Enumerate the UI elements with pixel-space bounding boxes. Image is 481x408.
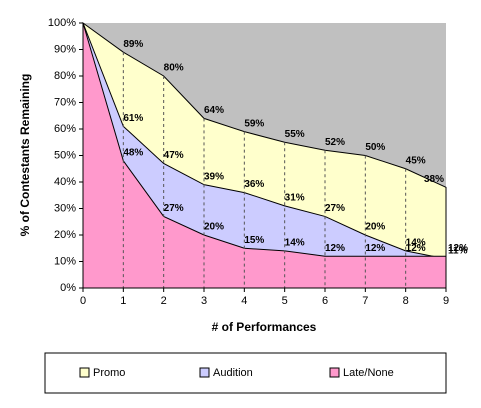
value-label: 15%: [244, 235, 264, 246]
x-tick-label: 5: [282, 295, 288, 307]
value-label: 38%: [424, 174, 444, 185]
y-tick-label: 90%: [54, 43, 76, 55]
value-label: 50%: [365, 142, 385, 153]
legend-label: Audition: [213, 367, 253, 379]
value-label: 55%: [285, 129, 305, 140]
legend-swatch: [79, 367, 90, 378]
y-tick-label: 30%: [54, 202, 76, 214]
legend-swatch: [329, 367, 340, 378]
y-tick-label: 50%: [54, 149, 76, 161]
x-tick-label: 0: [80, 295, 86, 307]
value-label: 12%: [406, 243, 426, 254]
y-tick-label: 40%: [54, 176, 76, 188]
value-label: 12%: [365, 243, 385, 254]
value-label: 36%: [244, 179, 264, 190]
value-label: 12%: [448, 243, 468, 254]
legend: [44, 352, 447, 394]
y-tick-label: 60%: [54, 123, 76, 135]
x-tick-label: 1: [120, 295, 126, 307]
value-label: 52%: [325, 137, 345, 148]
y-tick-label: 20%: [54, 229, 76, 241]
x-tick-label: 6: [322, 295, 328, 307]
x-tick-label: 9: [443, 295, 449, 307]
x-tick-label: 2: [161, 295, 167, 307]
value-label: 27%: [325, 203, 345, 214]
value-label: 20%: [365, 222, 385, 233]
value-label: 14%: [406, 238, 426, 249]
y-tick-label: 10%: [54, 255, 76, 267]
value-label: 39%: [204, 171, 224, 182]
legend-swatch: [199, 367, 210, 378]
value-label: 12%: [325, 243, 345, 254]
value-label: 45%: [406, 155, 426, 166]
value-label: 47%: [164, 150, 184, 161]
value-label: 48%: [123, 147, 143, 158]
value-label: 61%: [123, 113, 143, 124]
y-tick-label: 80%: [54, 70, 76, 82]
y-tick-label: 0%: [60, 282, 76, 294]
y-axis-title: % of Contestants Remaining: [18, 74, 32, 237]
x-axis-title: # of Performances: [212, 320, 317, 334]
x-tick-label: 7: [362, 295, 368, 307]
value-label: 20%: [204, 222, 224, 233]
value-label: 14%: [285, 238, 305, 249]
y-tick-label: 70%: [54, 96, 76, 108]
value-label: 80%: [164, 63, 184, 74]
legend-label: Promo: [93, 367, 125, 379]
value-label: 27%: [164, 203, 184, 214]
value-label: 59%: [244, 118, 264, 129]
legend-label: Late/None: [343, 367, 394, 379]
value-label: 64%: [204, 105, 224, 116]
value-label: 31%: [285, 192, 305, 203]
x-tick-label: 3: [201, 295, 207, 307]
x-tick-label: 8: [403, 295, 409, 307]
x-tick-label: 4: [241, 295, 247, 307]
y-tick-label: 100%: [48, 17, 76, 29]
value-label: 11%: [448, 245, 468, 256]
value-label: 89%: [123, 39, 143, 50]
